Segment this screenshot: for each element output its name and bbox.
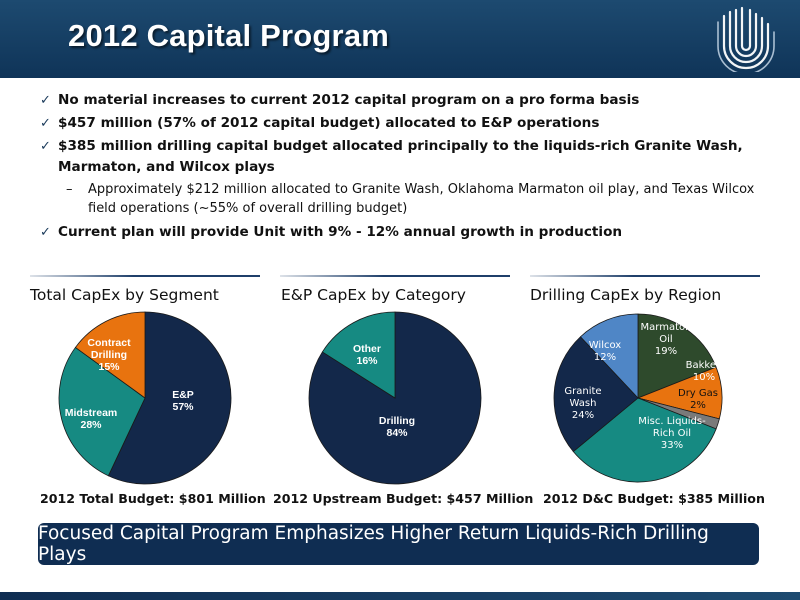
page-title: 2012 Capital Program — [68, 18, 390, 53]
sub-bullet-text: Approximately $212 million allocated to … — [88, 182, 755, 216]
bullet-item: ✓ $457 million (57% of 2012 capital budg… — [36, 113, 766, 134]
pie-chart-segment: E&P 57% Midstream 28% Contract Drilling 15% — [58, 311, 232, 485]
pie-slice — [579, 313, 639, 400]
sub-bullet-item: – Approximately $212 million allocated t… — [36, 180, 766, 218]
bullet-text: Current plan will provide Unit with 9% -… — [58, 224, 623, 240]
pie-slice — [637, 313, 717, 399]
checkmark-icon: ✓ — [40, 93, 51, 108]
bullet-text: $385 million drilling capital budget all… — [58, 138, 743, 175]
footer-bar — [0, 592, 800, 600]
budget-upstream-label: 2012 Upstream Budget: $457 Million — [273, 491, 534, 506]
pie-slice-label: E&P 57% — [172, 389, 194, 413]
bullet-item: ✓ Current plan will provide Unit with 9%… — [36, 222, 766, 243]
header-bar: 2012 Capital Program — [0, 0, 800, 78]
section-divider — [530, 275, 760, 277]
checkmark-icon: ✓ — [40, 116, 51, 131]
pie-slice-label: Marmaton Oil 19% — [641, 322, 692, 357]
pie-slice — [572, 397, 717, 483]
pie-slice-label: Wilcox 12% — [589, 340, 622, 363]
pie-chart-region: Marmaton Oil 19% Bakken 10% Dry Gas 2% Misc. Li… — [553, 313, 723, 483]
pie-slice — [74, 311, 146, 399]
dash-marker: – — [66, 182, 73, 197]
chart-title-segment: Total CapEx by Segment — [30, 286, 219, 304]
bullet-item: ✓ $385 million drilling capital budget a… — [36, 136, 766, 178]
summary-banner-text: Focused Capital Program Emphasizes Highe… — [38, 523, 709, 565]
bullet-item: ✓ No material increases to current 2012 … — [36, 90, 766, 111]
summary-banner: Focused Capital Program Emphasizes Highe… — [38, 523, 759, 565]
pie-slice-label: Drilling 84% — [379, 415, 415, 439]
pie-chart-category: Drilling 84% Other 16% — [308, 311, 482, 485]
pie-slice-label: Misc. Liquids-Rich Oil 33% — [638, 416, 706, 451]
pie-slice-label: Other 16% — [353, 343, 381, 367]
checkmark-icon: ✓ — [40, 139, 51, 154]
bullet-text: $457 million (57% of 2012 capital budget… — [58, 115, 600, 131]
pie-slice — [58, 346, 146, 477]
checkmark-icon: ✓ — [40, 225, 51, 240]
pie-slice — [553, 336, 639, 453]
pie-slice-label: Dry Gas 2% — [678, 388, 718, 411]
pie-slice-label: Midstream 28% — [65, 407, 118, 431]
pie-slice-label: Granite Wash 24% — [564, 386, 601, 421]
pie-slice-label: Contract Drilling 15% — [87, 337, 131, 373]
chart-title-category: E&P CapEx by Category — [281, 286, 466, 304]
chart-title-region: Drilling CapEx by Region — [530, 286, 722, 304]
budget-dc-label: 2012 D&C Budget: $385 Million — [543, 491, 765, 506]
section-divider — [30, 275, 260, 277]
pie-slice-label: Bakken 10% — [686, 360, 723, 383]
bullet-text: No material increases to current 2012 ca… — [58, 92, 640, 108]
pie-slice — [107, 311, 232, 485]
budget-total-label: 2012 Total Budget: $801 Million — [40, 491, 266, 506]
section-divider — [280, 275, 510, 277]
key-points-list: ✓ No material increases to current 2012 … — [36, 90, 766, 245]
unit-corporation-logo-icon — [717, 6, 775, 72]
pie-slice — [321, 311, 396, 399]
